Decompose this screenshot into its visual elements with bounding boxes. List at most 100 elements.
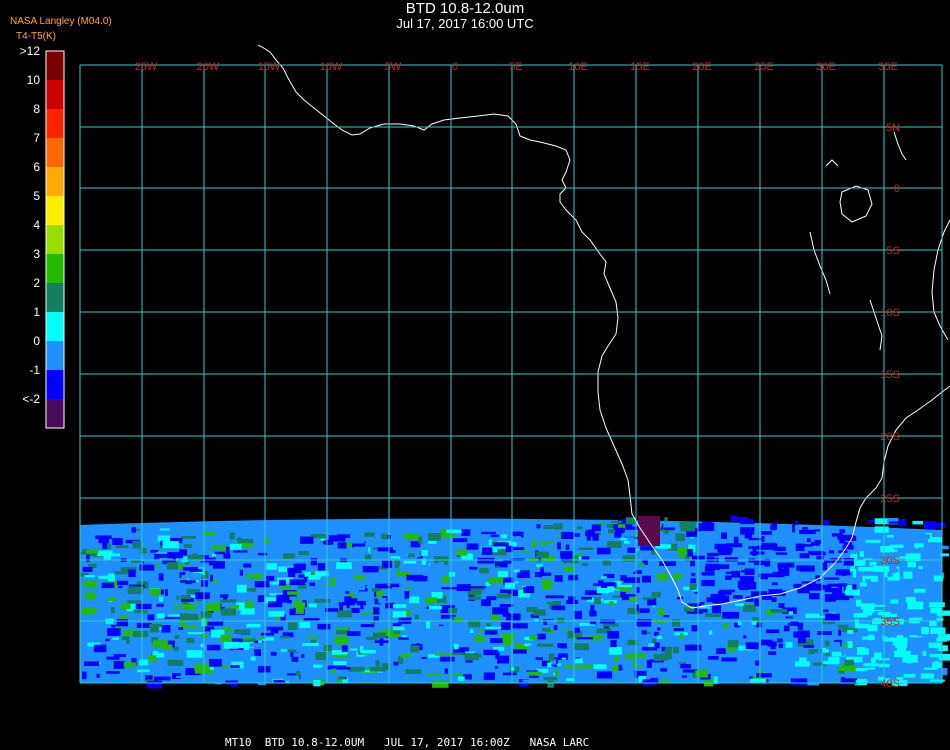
btd-pixel-cluster: [758, 573, 775, 577]
btd-pixel-cluster: [560, 552, 571, 557]
btd-pixel-cluster: [541, 579, 552, 582]
btd-pixel-cluster: [651, 638, 657, 645]
btd-pixel-cluster: [620, 590, 626, 598]
btd-pixel-cluster: [317, 623, 331, 630]
btd-pixel-cluster: [207, 617, 224, 626]
btd-pixel-cluster: [180, 621, 186, 628]
btd-pixel-cluster: [186, 650, 203, 658]
btd-pixel-cluster: [434, 558, 448, 565]
btd-pixel-cluster: [346, 602, 350, 609]
btd-pixel-cluster: [302, 643, 319, 647]
btd-pixel-cluster: [733, 536, 739, 545]
btd-pixel-cluster: [212, 537, 224, 544]
longitude-label: 15E: [630, 61, 650, 73]
btd-pixel-cluster: [823, 609, 829, 613]
btd-pixel-cluster: [838, 665, 856, 672]
btd-pixel-cluster: [187, 632, 205, 635]
btd-pixel-cluster: [607, 586, 615, 593]
btd-pixel-cluster: [371, 622, 375, 626]
btd-pixel-cluster: [527, 590, 533, 593]
btd-pixel-cluster: [895, 570, 899, 576]
btd-pixel-cluster: [744, 533, 752, 539]
btd-pixel-cluster: [511, 532, 524, 535]
btd-pixel-cluster: [548, 653, 555, 661]
btd-pixel-cluster: [573, 627, 580, 633]
btd-pixel-cluster: [147, 620, 164, 625]
btd-pixel-cluster: [336, 627, 350, 635]
btd-pixel-cluster: [903, 571, 913, 579]
btd-pixel-cluster: [912, 520, 923, 525]
btd-pixel-cluster: [381, 663, 389, 670]
btd-pixel-cluster: [643, 631, 651, 634]
btd-pixel-cluster: [874, 518, 888, 525]
btd-pixel-cluster: [364, 554, 372, 561]
btd-pixel-cluster: [156, 603, 164, 607]
btd-pixel-cluster: [762, 593, 772, 600]
btd-pixel-cluster: [756, 673, 772, 678]
btd-pixel-cluster: [397, 656, 404, 665]
btd-pixel-cluster: [341, 645, 348, 652]
btd-pixel-cluster: [393, 626, 405, 631]
btd-pixel-cluster: [173, 646, 179, 651]
btd-pixel-cluster: [288, 569, 296, 578]
btd-pixel-cluster: [424, 597, 437, 604]
btd-pixel-cluster: [93, 644, 107, 653]
btd-pixel-cluster: [254, 581, 270, 588]
btd-pixel-cluster: [270, 651, 277, 656]
btd-pixel-cluster: [607, 630, 620, 639]
btd-pixel-cluster: [364, 655, 379, 660]
btd-pixel-cluster: [432, 680, 449, 688]
btd-pixel-cluster: [404, 591, 410, 599]
btd-pixel-cluster: [850, 553, 858, 561]
longitude-label: 5W: [385, 61, 402, 73]
btd-pixel-cluster: [853, 570, 857, 578]
btd-pixel-cluster: [734, 622, 741, 628]
btd-pixel-cluster: [328, 535, 346, 542]
btd-pixel-cluster: [242, 637, 253, 640]
btd-pixel-cluster: [126, 603, 137, 612]
colorbar-tick-label: 1: [33, 305, 40, 319]
btd-pixel-cluster: [564, 566, 575, 572]
btd-pixel-cluster: [614, 528, 624, 534]
btd-pixel-cluster: [615, 586, 623, 590]
btd-pixel-cluster: [105, 638, 110, 642]
btd-pixel-cluster: [808, 593, 820, 600]
btd-pixel-cluster: [932, 662, 943, 670]
btd-pixel-cluster: [664, 517, 668, 522]
btd-pixel-cluster: [375, 583, 392, 589]
btd-pixel-cluster: [621, 662, 630, 671]
btd-pixel-cluster: [730, 515, 738, 521]
btd-pixel-cluster: [414, 614, 419, 620]
btd-pixel-cluster: [373, 616, 379, 622]
colorbar-tick-label: <-2: [22, 392, 40, 406]
btd-pixel-cluster: [710, 594, 726, 598]
btd-pixel-cluster: [882, 678, 891, 683]
btd-pixel-cluster: [660, 679, 670, 683]
btd-pixel-cluster: [523, 586, 535, 594]
btd-pixel-cluster: [400, 654, 411, 658]
btd-pixel-cluster: [886, 534, 894, 538]
btd-pixel-cluster: [334, 636, 349, 645]
btd-pixel-cluster: [927, 546, 933, 550]
btd-pixel-cluster: [930, 627, 946, 634]
btd-pixel-cluster: [378, 598, 387, 604]
btd-pixel-cluster: [871, 657, 876, 664]
btd-pixel-cluster: [554, 575, 563, 582]
btd-pixel-cluster: [164, 589, 168, 596]
btd-pixel-cluster: [427, 538, 437, 544]
btd-pixel-cluster: [706, 522, 714, 530]
btd-pixel-cluster: [87, 563, 97, 568]
btd-pixel-cluster: [507, 589, 522, 596]
colorbar-tick-label: 8: [33, 102, 40, 116]
btd-pixel-cluster: [293, 563, 306, 571]
btd-pixel-cluster: [515, 642, 530, 651]
btd-pixel-cluster: [914, 543, 924, 548]
btd-pixel-cluster: [659, 561, 676, 566]
btd-pixel-cluster: [403, 534, 419, 540]
btd-pixel-cluster: [120, 603, 131, 609]
btd-pixel-cluster: [905, 679, 918, 682]
latitude-label: 20S: [880, 431, 900, 443]
btd-pixel-cluster: [97, 658, 111, 662]
btd-pixel-cluster: [842, 573, 847, 576]
longitude-label: 10W: [320, 61, 343, 73]
